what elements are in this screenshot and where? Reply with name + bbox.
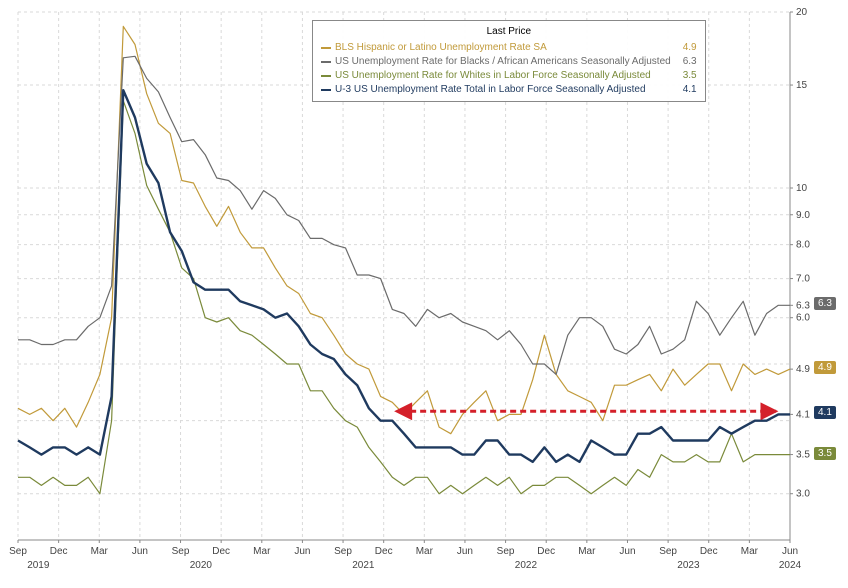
legend-swatch [321, 61, 331, 63]
svg-text:Sep: Sep [659, 546, 677, 557]
svg-text:20: 20 [796, 7, 808, 18]
svg-text:Jun: Jun [619, 546, 635, 557]
svg-text:Mar: Mar [253, 546, 271, 557]
svg-text:15: 15 [796, 80, 808, 91]
svg-text:Mar: Mar [416, 546, 434, 557]
legend-row: BLS Hispanic or Latino Unemployment Rate… [321, 41, 697, 55]
svg-text:4.9: 4.9 [796, 364, 810, 375]
svg-text:3.0: 3.0 [796, 489, 810, 500]
svg-text:Mar: Mar [91, 546, 109, 557]
svg-text:Jun: Jun [294, 546, 310, 557]
end-value-badge: 4.1 [814, 406, 836, 419]
svg-text:Sep: Sep [9, 546, 27, 557]
legend-swatch [321, 47, 331, 49]
svg-text:Dec: Dec [50, 546, 68, 557]
legend-label: US Unemployment Rate for Blacks / Africa… [335, 55, 671, 69]
svg-text:4.1: 4.1 [796, 409, 810, 420]
svg-text:7.0: 7.0 [796, 274, 810, 285]
legend-title: Last Price [321, 25, 697, 39]
svg-text:2022: 2022 [515, 560, 538, 571]
svg-text:Dec: Dec [537, 546, 555, 557]
svg-text:Sep: Sep [334, 546, 352, 557]
svg-text:2019: 2019 [27, 560, 50, 571]
svg-text:Dec: Dec [212, 546, 230, 557]
end-value-badge: 3.5 [814, 447, 836, 460]
svg-text:8.0: 8.0 [796, 240, 810, 251]
svg-text:Jun: Jun [132, 546, 148, 557]
legend-value: 4.1 [683, 83, 697, 97]
svg-text:10: 10 [796, 183, 808, 194]
end-value-badge: 4.9 [814, 361, 836, 374]
svg-text:6.3: 6.3 [796, 300, 810, 311]
svg-text:Sep: Sep [172, 546, 190, 557]
legend-value: 4.9 [683, 41, 697, 55]
end-value-badge: 6.3 [814, 297, 836, 310]
chart-legend: Last Price BLS Hispanic or Latino Unemplo… [312, 20, 706, 102]
svg-text:2021: 2021 [352, 560, 375, 571]
svg-text:Mar: Mar [741, 546, 759, 557]
svg-text:2023: 2023 [677, 560, 700, 571]
svg-text:Jun: Jun [782, 546, 798, 557]
svg-text:Sep: Sep [497, 546, 515, 557]
legend-value: 3.5 [683, 69, 697, 83]
svg-text:2020: 2020 [190, 560, 213, 571]
legend-swatch [321, 75, 331, 77]
svg-text:Dec: Dec [700, 546, 718, 557]
svg-text:6.0: 6.0 [796, 313, 810, 324]
svg-text:Dec: Dec [375, 546, 393, 557]
legend-swatch [321, 89, 331, 91]
legend-value: 6.3 [683, 55, 697, 69]
legend-label: U-3 US Unemployment Rate Total in Labor … [335, 83, 671, 97]
legend-row: US Unemployment Rate for Whites in Labor… [321, 69, 697, 83]
svg-text:2024: 2024 [779, 560, 802, 571]
svg-text:3.5: 3.5 [796, 450, 810, 461]
unemployment-chart: 3.03.54.14.96.06.37.08.09.0101520SepDecM… [0, 0, 848, 588]
legend-label: US Unemployment Rate for Whites in Labor… [335, 69, 671, 83]
svg-text:Jun: Jun [457, 546, 473, 557]
svg-text:9.0: 9.0 [796, 210, 810, 221]
legend-label: BLS Hispanic or Latino Unemployment Rate… [335, 41, 671, 55]
svg-text:Mar: Mar [578, 546, 596, 557]
legend-row: U-3 US Unemployment Rate Total in Labor … [321, 83, 697, 97]
legend-row: US Unemployment Rate for Blacks / Africa… [321, 55, 697, 69]
